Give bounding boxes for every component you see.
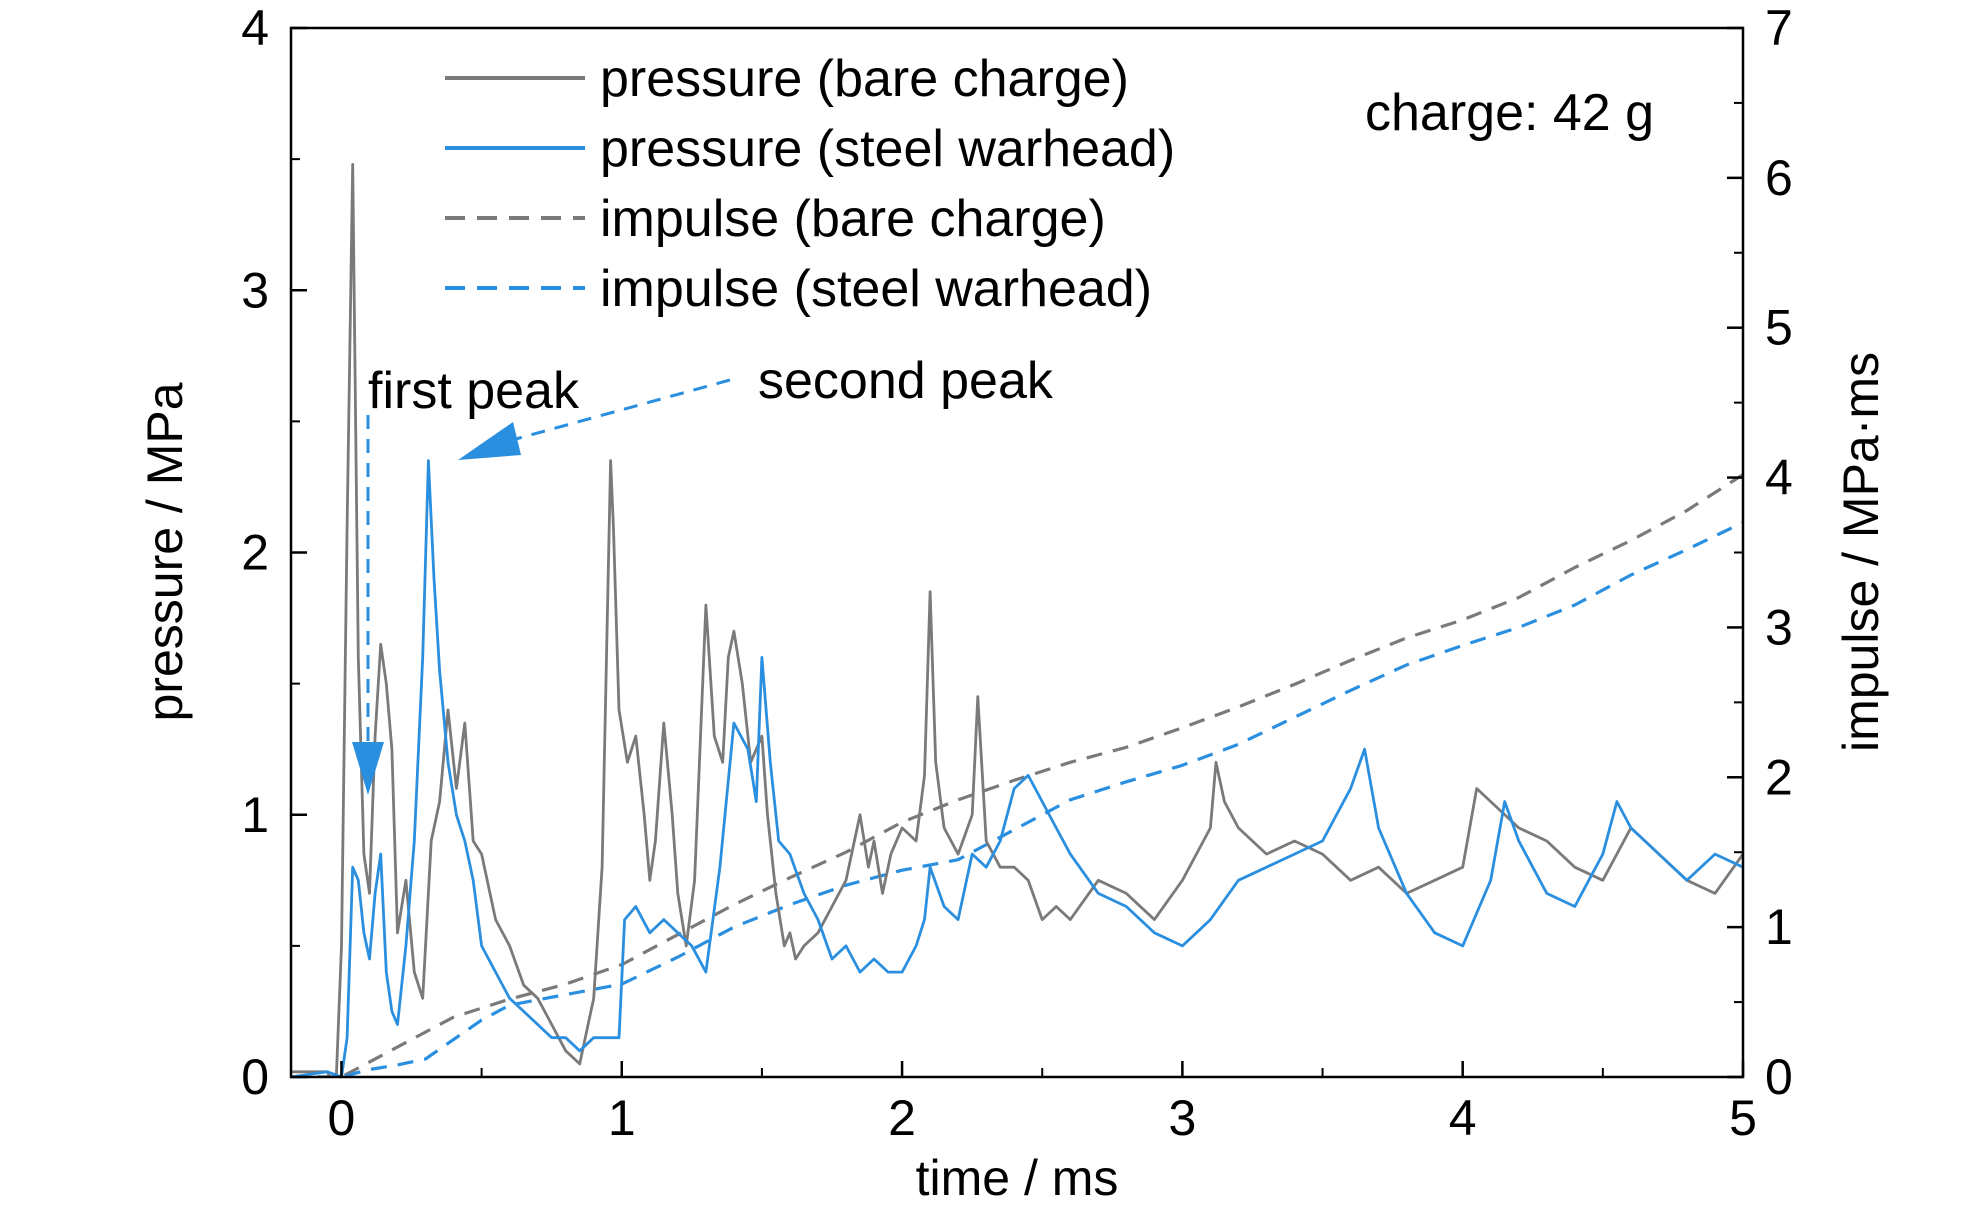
y-tick-label: 2 <box>241 525 269 581</box>
y-tick-label: 0 <box>241 1049 269 1105</box>
legend-label: impulse (steel warhead) <box>600 260 1152 318</box>
plot-frame <box>289 26 1745 1079</box>
x-tick-label: 0 <box>328 1090 356 1146</box>
y-tick-label: 1 <box>241 787 269 843</box>
y2-tick-label: 7 <box>1765 0 1793 56</box>
y2-tick-label: 4 <box>1765 450 1793 506</box>
series-impulse-steel-warhead <box>291 521 1743 1077</box>
legend: pressure (bare charge) pressure (steel wa… <box>445 50 1175 318</box>
series-pressure-bare-charge <box>291 162 1743 1077</box>
y-tick-label: 3 <box>241 262 269 318</box>
second-peak-arrowhead <box>458 422 521 460</box>
first-peak-label: first peak <box>368 362 580 420</box>
series-pressure-steel-warhead <box>291 459 1743 1077</box>
x-tick-label: 3 <box>1168 1090 1196 1146</box>
charge-annotation: charge: 42 g <box>1365 84 1654 142</box>
legend-label: impulse (bare charge) <box>600 190 1106 248</box>
legend-label: pressure (steel warhead) <box>600 120 1175 178</box>
x-tick-label: 5 <box>1729 1090 1757 1146</box>
y2-tick-label: 3 <box>1765 599 1793 655</box>
y-axis-right: 0 1 2 3 4 5 6 7 <box>1727 0 1793 1105</box>
y-axis-title: pressure / MPa <box>137 382 193 721</box>
annotations: first peak second peak charge: 42 g <box>352 84 1654 795</box>
y2-tick-label: 6 <box>1765 150 1793 206</box>
series-layer <box>291 162 1743 1077</box>
y2-tick-label: 1 <box>1765 899 1793 955</box>
y-tick-label: 4 <box>241 0 269 56</box>
second-peak-label: second peak <box>758 352 1054 410</box>
x-tick-label: 1 <box>608 1090 636 1146</box>
legend-label: pressure (bare charge) <box>600 50 1129 108</box>
x-axis-title: time / ms <box>916 1150 1119 1205</box>
y-axis-left: 0 1 2 3 4 <box>241 0 307 1105</box>
y2-tick-label: 0 <box>1765 1049 1793 1105</box>
y2-tick-label: 5 <box>1765 300 1793 356</box>
series-impulse-bare-charge <box>291 473 1743 1077</box>
y2-axis-title: impulse / MPa·ms <box>1833 352 1889 752</box>
y2-tick-label: 2 <box>1765 749 1793 805</box>
first-peak-arrowhead <box>352 742 384 795</box>
x-tick-label: 4 <box>1449 1090 1477 1146</box>
x-axis: 0 1 2 3 4 5 <box>328 1061 1757 1146</box>
second-peak-arrow <box>504 378 731 444</box>
x-tick-label: 2 <box>888 1090 916 1146</box>
